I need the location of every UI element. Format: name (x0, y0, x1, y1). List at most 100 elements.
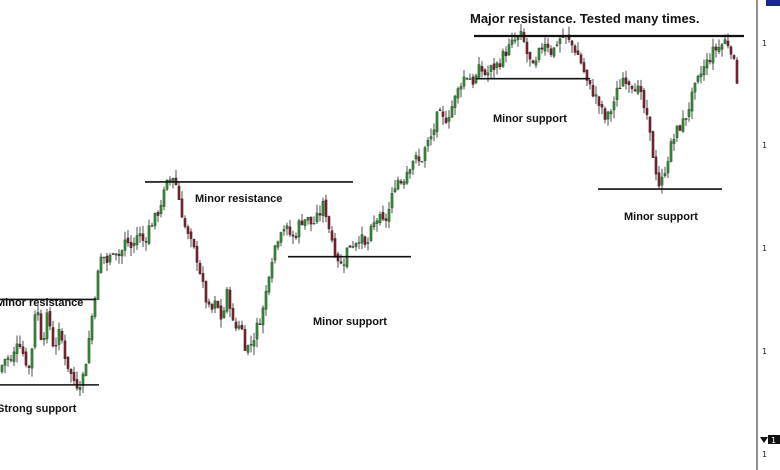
candle-down (327, 216, 331, 230)
candle-down (180, 198, 184, 218)
candle-up (264, 290, 268, 310)
candle-up (375, 220, 379, 224)
candle-down (588, 79, 592, 85)
candle-up (507, 44, 511, 56)
candle-up (81, 373, 85, 386)
candle-down (678, 125, 682, 131)
candle-up (468, 78, 472, 80)
candle-down (204, 281, 208, 303)
candle-up (720, 44, 724, 50)
candle-down (645, 108, 649, 115)
candle-up (87, 337, 91, 363)
candle-up (159, 205, 163, 214)
candle-up (453, 95, 457, 108)
candle-up (660, 176, 664, 186)
price-axis-tick: 1 (762, 141, 767, 150)
candle-up (279, 232, 283, 243)
candle-down (66, 356, 70, 369)
candle-down (630, 86, 634, 89)
candle-down (540, 47, 544, 50)
candle-down (399, 180, 403, 184)
candle-up (393, 188, 397, 193)
candle-up (636, 85, 640, 94)
candle-down (528, 51, 532, 60)
candle-up (696, 75, 700, 82)
candle-down (546, 43, 550, 48)
candle-down (48, 311, 52, 327)
candle-up (387, 208, 391, 222)
candle-down (708, 60, 712, 63)
candle-up (108, 255, 112, 263)
candle-down (504, 51, 508, 57)
candle-down (624, 77, 628, 84)
candle-down (585, 69, 589, 81)
current-price-marker (768, 435, 780, 444)
candle-down (381, 212, 385, 220)
candle-up (693, 82, 697, 93)
candle-up (402, 181, 406, 185)
candle-up (435, 111, 439, 133)
candle-up (153, 212, 157, 227)
candle-up (552, 47, 556, 57)
price-axis-tick: 1 (762, 347, 767, 356)
candle-down (567, 34, 571, 40)
candle-down (288, 226, 292, 235)
candle-up (351, 246, 355, 248)
candle-down (207, 301, 211, 305)
candle-up (447, 117, 451, 122)
candle-down (210, 303, 214, 310)
candle-down (228, 289, 232, 309)
major-resistance-label: Major resistance. Tested many times. (470, 11, 700, 26)
candle-up (360, 234, 364, 244)
candle-down (300, 220, 304, 226)
candle-down (348, 245, 352, 248)
candle-up (537, 48, 541, 60)
candle-down (339, 261, 343, 264)
candle-up (306, 216, 310, 221)
candle-down (69, 368, 73, 374)
candle-up (426, 139, 430, 147)
candle-down (384, 218, 388, 221)
candle-down (363, 236, 367, 245)
candle-down (498, 63, 502, 67)
candle-up (312, 223, 316, 225)
candle-down (633, 89, 637, 92)
candle-down (9, 359, 13, 361)
candle-up (273, 245, 277, 261)
candle-up (666, 161, 670, 174)
candle-up (303, 219, 307, 226)
candle-up (213, 300, 217, 309)
candle-down (438, 109, 442, 111)
candle-up (543, 43, 547, 52)
candle-up (390, 193, 394, 209)
candle-up (534, 60, 538, 66)
candle-up (285, 225, 289, 229)
candle-down (525, 41, 529, 55)
candle-down (21, 346, 25, 354)
candle-up (84, 363, 88, 377)
candle-up (369, 225, 373, 241)
candle-up (255, 322, 259, 340)
candle-up (132, 242, 136, 246)
candle-down (198, 262, 202, 274)
candle-up (702, 66, 706, 76)
candle-up (237, 325, 241, 329)
candle-up (162, 189, 166, 207)
candle-down (618, 87, 622, 90)
candle-up (249, 344, 253, 346)
candle-down (480, 66, 484, 72)
candle-up (717, 47, 721, 52)
candle-down (144, 241, 148, 243)
candle-up (510, 39, 514, 45)
candle-up (15, 343, 19, 354)
candle-down (189, 231, 193, 239)
candle-up (432, 129, 436, 136)
candle-up (429, 136, 433, 140)
candle-up (168, 179, 172, 182)
candle-down (51, 327, 55, 347)
candle-up (414, 155, 418, 160)
candle-up (315, 212, 319, 223)
candle-up (147, 225, 151, 244)
candle-down (63, 340, 67, 359)
candle-up (501, 50, 505, 67)
